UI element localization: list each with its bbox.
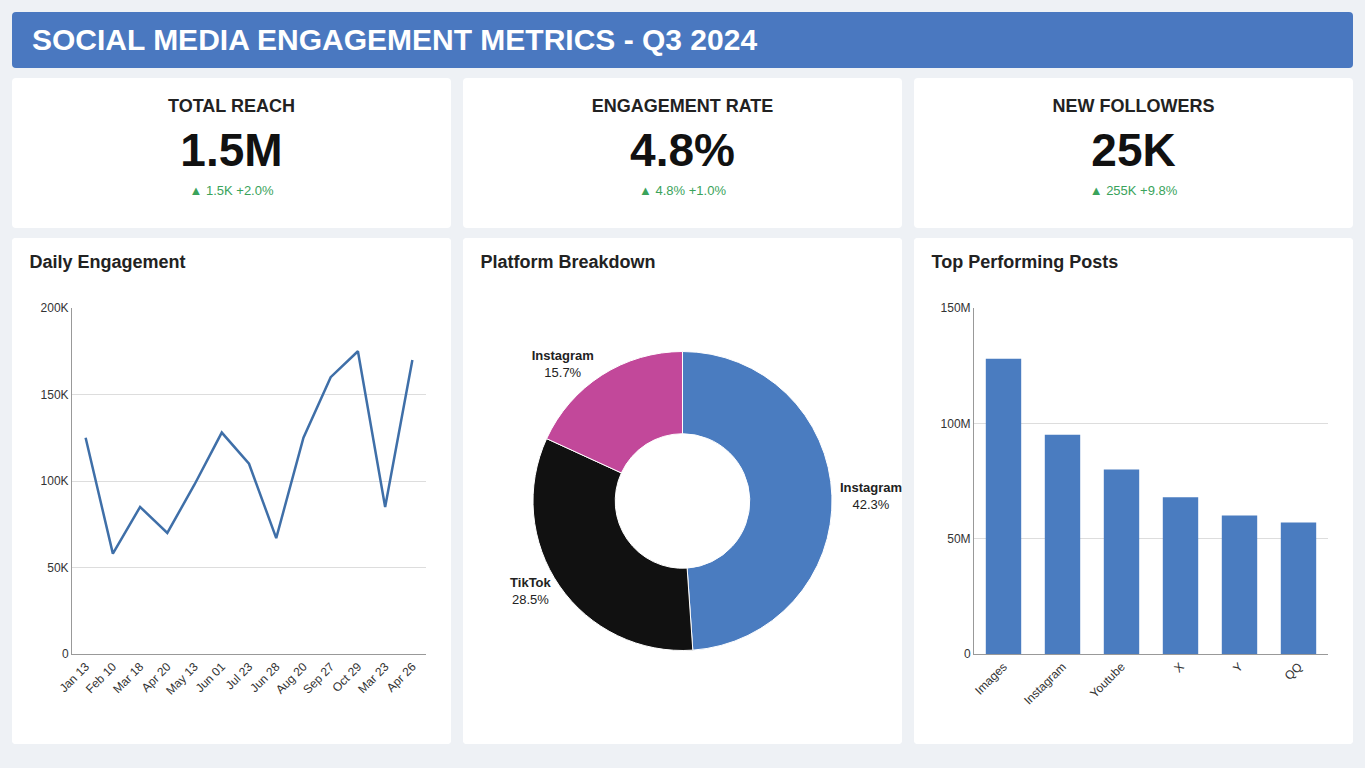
- svg-text:0: 0: [62, 647, 69, 661]
- svg-text:Jun 01: Jun 01: [193, 660, 229, 696]
- svg-text:150M: 150M: [941, 301, 971, 315]
- svg-text:X: X: [1171, 660, 1187, 676]
- svg-text:Mar 18: Mar 18: [110, 660, 147, 697]
- svg-text:TikTok28.5%: TikTok28.5%: [510, 575, 551, 607]
- svg-text:Jun 28: Jun 28: [247, 660, 283, 696]
- svg-text:50K: 50K: [47, 561, 68, 575]
- svg-text:150K: 150K: [41, 388, 69, 402]
- html-text:▲ 1.5K +2.0%: ▲ 1.5K +2.0%: [189, 183, 274, 198]
- html-text:▲ 255K +9.8%: ▲ 255K +9.8%: [1089, 183, 1178, 198]
- svg-text:Sep 27: Sep 27: [300, 660, 337, 697]
- svg-text:Top Performing Posts: Top Performing Posts: [932, 252, 1119, 272]
- html-text:▲ 4.8% +1.0%: ▲ 4.8% +1.0%: [639, 183, 726, 198]
- html-text:ENGAGEMENT RATE: ENGAGEMENT RATE: [591, 96, 774, 116]
- svg-text:Instagram: Instagram: [1021, 660, 1069, 708]
- svg-text:100K: 100K: [41, 474, 69, 488]
- svg-text:Feb 10: Feb 10: [83, 660, 120, 697]
- svg-text:Images: Images: [972, 660, 1010, 698]
- svg-text:Instagram42.3%: Instagram42.3%: [840, 480, 902, 512]
- svg-text:Instagram15.7%: Instagram15.7%: [532, 348, 594, 380]
- html-text:4.8%: 4.8%: [630, 124, 735, 176]
- svg-text:May 13: May 13: [163, 660, 201, 698]
- html-text:1.5M: 1.5M: [180, 124, 283, 176]
- svg-text:Oct 29: Oct 29: [329, 660, 364, 695]
- svg-text:Youtube: Youtube: [1087, 660, 1128, 701]
- html-text:NEW FOLLOWERS: NEW FOLLOWERS: [1052, 96, 1215, 116]
- svg-text:0: 0: [964, 647, 971, 661]
- svg-text:Jul 23: Jul 23: [223, 660, 256, 693]
- svg-text:100M: 100M: [941, 417, 971, 431]
- svg-text:Apr 20: Apr 20: [139, 660, 174, 695]
- svg-text:Aug 20: Aug 20: [273, 660, 310, 697]
- html-text:TOTAL REACH: TOTAL REACH: [168, 96, 295, 116]
- svg-text:Mar 23: Mar 23: [355, 660, 392, 697]
- svg-text:200K: 200K: [41, 301, 69, 315]
- svg-text:Jan 13: Jan 13: [57, 660, 93, 696]
- svg-text:Platform Breakdown: Platform Breakdown: [481, 252, 656, 272]
- svg-text:Y: Y: [1230, 660, 1246, 676]
- html-text:SOCIAL MEDIA ENGAGEMENT METRIC: SOCIAL MEDIA ENGAGEMENT METRICS - Q3 202…: [32, 23, 758, 56]
- svg-text:Daily Engagement: Daily Engagement: [30, 252, 186, 272]
- svg-text:QQ: QQ: [1282, 660, 1305, 683]
- svg-text:50M: 50M: [947, 532, 970, 546]
- html-text:25K: 25K: [1091, 124, 1176, 176]
- svg-text:Apr 26: Apr 26: [384, 660, 419, 695]
